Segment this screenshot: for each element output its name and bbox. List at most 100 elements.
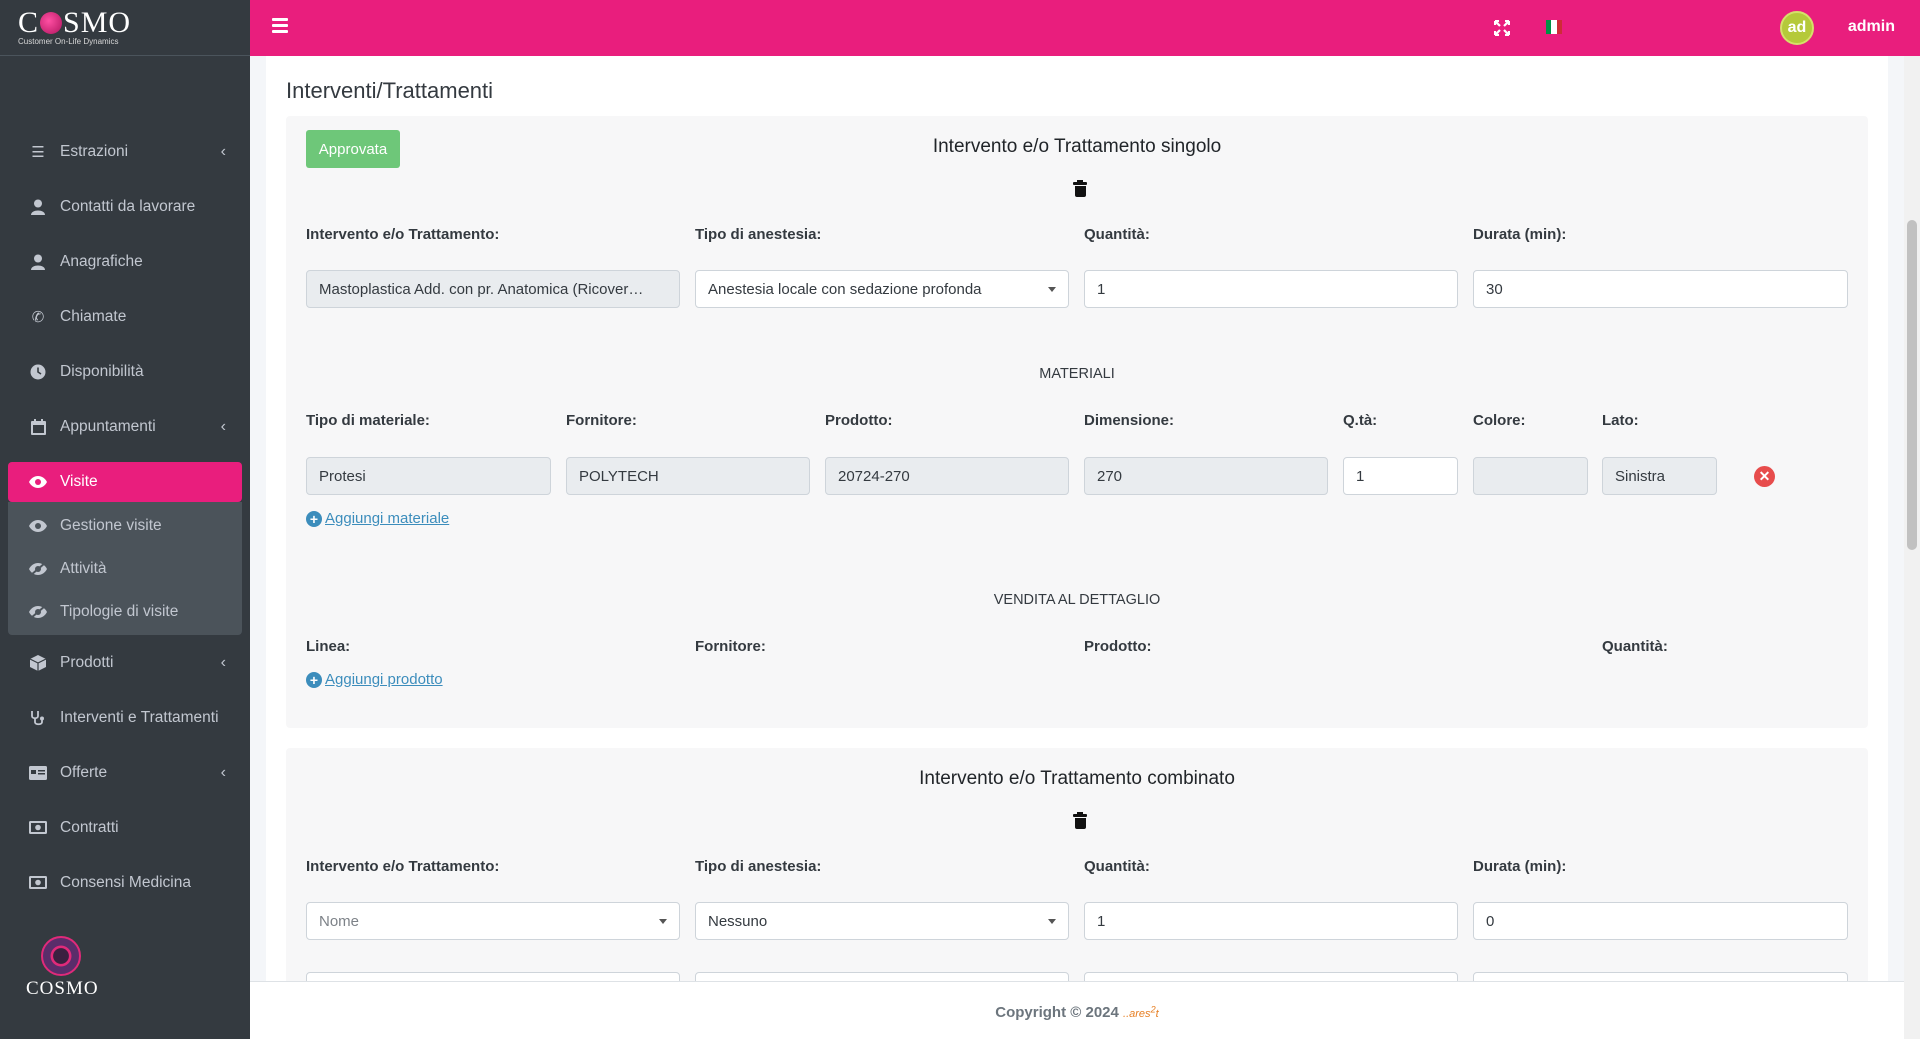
avatar[interactable]: ad [1780, 11, 1814, 45]
add-material-label: Aggiungi materiale [325, 510, 450, 527]
add-material-link[interactable]: + Aggiungi materiale [306, 510, 449, 527]
material-type-field[interactable]: Protesi [306, 457, 551, 495]
sidebar-item-consensi-medicina[interactable]: Consensi Medicina [0, 855, 250, 910]
anesthesia-select[interactable]: Anestesia locale con sedazione profonda [695, 270, 1069, 308]
remove-material-icon[interactable]: ✕ [1754, 466, 1775, 487]
treatment-select[interactable]: Nome [306, 902, 680, 940]
anesthesia-label: Tipo di anestesia: [695, 858, 822, 875]
italian-flag-icon[interactable] [1546, 20, 1562, 34]
material-type-label: Tipo di materiale: [306, 412, 430, 429]
material-color-field[interactable] [1473, 457, 1588, 495]
section-title: Intervento e/o Trattamento singolo [932, 136, 1222, 157]
brand-logo[interactable]: C SMO Customer On-Life Dynamics [0, 0, 250, 56]
treatment-field[interactable]: Mastoplastica Add. con pr. Anatomica (Ri… [306, 270, 680, 308]
sidebar-item-appuntamenti[interactable]: Appuntamenti ‹ [0, 399, 250, 454]
sidebar-subitem-gestione-visite[interactable]: Gestione visite [8, 504, 242, 547]
anesthesia-label: Tipo di anestesia: [695, 226, 822, 243]
sliders-icon: ☰ [31, 143, 45, 161]
eye-slash-icon [28, 561, 48, 576]
material-side-field[interactable]: Sinistra [1602, 457, 1717, 495]
caret-down-icon [1048, 287, 1056, 292]
eye-icon [28, 519, 48, 532]
phone-icon: ✆ [31, 308, 45, 326]
sidebar-subitem-attivita[interactable]: Attività [8, 547, 242, 590]
chevron-left-icon: ‹ [220, 417, 226, 435]
chevron-left-icon: ‹ [220, 763, 226, 781]
sidebar-item-offerte[interactable]: Offerte ‹ [0, 745, 250, 800]
anesthesia-select[interactable]: Nessuno [695, 902, 1069, 940]
sidebar-bottom-logo-text: COSMO [26, 978, 99, 999]
anesthesia-value: Nessuno [708, 912, 768, 930]
duration-label: Durata (min): [1473, 858, 1567, 875]
stethoscope-icon [28, 709, 48, 727]
material-product-field[interactable]: 20724-270 [825, 457, 1069, 495]
anesthesia-value: Anestesia locale con sedazione profonda [708, 280, 982, 298]
sidebar-item-contratti[interactable]: Contratti [0, 800, 250, 855]
next-row-field[interactable] [1473, 972, 1848, 981]
material-qty-value: 1 [1356, 467, 1365, 485]
hamburger-menu-icon[interactable] [272, 18, 288, 33]
next-row-field[interactable] [306, 972, 680, 981]
sidebar-item-visite[interactable]: Visite [8, 462, 242, 502]
sidebar-subitem-tipologie-di-visite[interactable]: Tipologie di visite [8, 590, 242, 633]
next-row-field[interactable] [695, 972, 1069, 981]
duration-value: 0 [1486, 912, 1495, 930]
vendor-logo[interactable]: ..ares2t [1123, 1004, 1159, 1020]
sidebar-item-label: Estrazioni [60, 142, 129, 160]
sidebar-item-label: Offerte [60, 763, 108, 781]
chevron-left-icon: ‹ [220, 142, 226, 160]
materials-heading: MATERIALI [1039, 366, 1115, 382]
trash-icon[interactable] [1073, 180, 1087, 197]
sidebar-item-disponibilita[interactable]: Disponibilità [0, 344, 250, 399]
next-row-field[interactable] [1084, 972, 1458, 981]
material-supplier-label: Fornitore: [566, 412, 637, 429]
user-icon [28, 253, 48, 271]
sidebar-item-contatti-da-lavorare[interactable]: Contatti da lavorare [0, 179, 250, 234]
chevron-left-icon: ‹ [220, 653, 226, 671]
section-title: Intervento e/o Trattamento combinato [919, 768, 1235, 789]
plus-circle-icon: + [306, 510, 322, 527]
caret-down-icon [1048, 919, 1056, 924]
material-product-value: 20724-270 [838, 467, 910, 485]
sidebar-item-label: Disponibilità [60, 362, 144, 380]
sidebar-item-chiamate[interactable]: ✆ Chiamate [0, 289, 250, 344]
brand-logo-mark: C SMO [18, 6, 132, 39]
cosmo-logo-icon [41, 936, 81, 976]
fullscreen-icon[interactable] [1493, 19, 1511, 37]
quantity-input[interactable]: 1 [1084, 902, 1458, 940]
calendar-icon [28, 418, 48, 436]
sidebar-item-interventi-e-trattamenti[interactable]: Interventi e Trattamenti [0, 690, 250, 745]
retail-quantity-label: Quantità: [1602, 638, 1668, 655]
money-icon [28, 819, 48, 837]
treatment-value: Mastoplastica Add. con pr. Anatomica (Ri… [319, 280, 644, 298]
trash-icon[interactable] [1073, 812, 1087, 829]
sidebar-item-label: Anagrafiche [60, 252, 143, 270]
retail-line-label: Linea: [306, 638, 351, 655]
user-icon [28, 198, 48, 216]
material-supplier-field[interactable]: POLYTECH [566, 457, 810, 495]
sidebar-bottom-logo: COSMO [26, 936, 99, 1000]
treatment-placeholder: Nome [319, 912, 360, 930]
plus-circle-icon: + [306, 671, 322, 688]
sidebar-item-estrazioni[interactable]: ☰ Estrazioni ‹ [0, 124, 250, 179]
material-qty-label: Q.tà: [1343, 412, 1378, 429]
material-qty-input[interactable]: 1 [1343, 457, 1458, 495]
material-side-value: Sinistra [1615, 467, 1666, 485]
add-product-link[interactable]: + Aggiungi prodotto [306, 671, 443, 688]
page-scrollbar[interactable] [1904, 56, 1920, 1039]
quantity-input[interactable]: 1 [1084, 270, 1458, 308]
material-size-field[interactable]: 270 [1084, 457, 1328, 495]
duration-input[interactable]: 30 [1473, 270, 1848, 308]
combined-treatment-section: Intervento e/o Trattamento combinato Int… [286, 748, 1868, 981]
sidebar-subitem-label: Attività [60, 559, 107, 577]
username-label[interactable]: admin [1847, 18, 1895, 35]
sidebar-item-label: Visite [60, 473, 98, 490]
sidebar-item-anagrafiche[interactable]: Anagrafiche [0, 234, 250, 289]
single-treatment-section: Approvata Intervento e/o Trattamento sin… [286, 116, 1868, 728]
visite-submenu: Gestione visite Attività Tipologie di vi… [8, 502, 242, 635]
sidebar-item-prodotti[interactable]: Prodotti ‹ [0, 635, 250, 690]
scrollbar-thumb[interactable] [1907, 220, 1917, 550]
add-product-label: Aggiungi prodotto [325, 671, 443, 688]
duration-input[interactable]: 0 [1473, 902, 1848, 940]
box-icon [28, 654, 48, 672]
